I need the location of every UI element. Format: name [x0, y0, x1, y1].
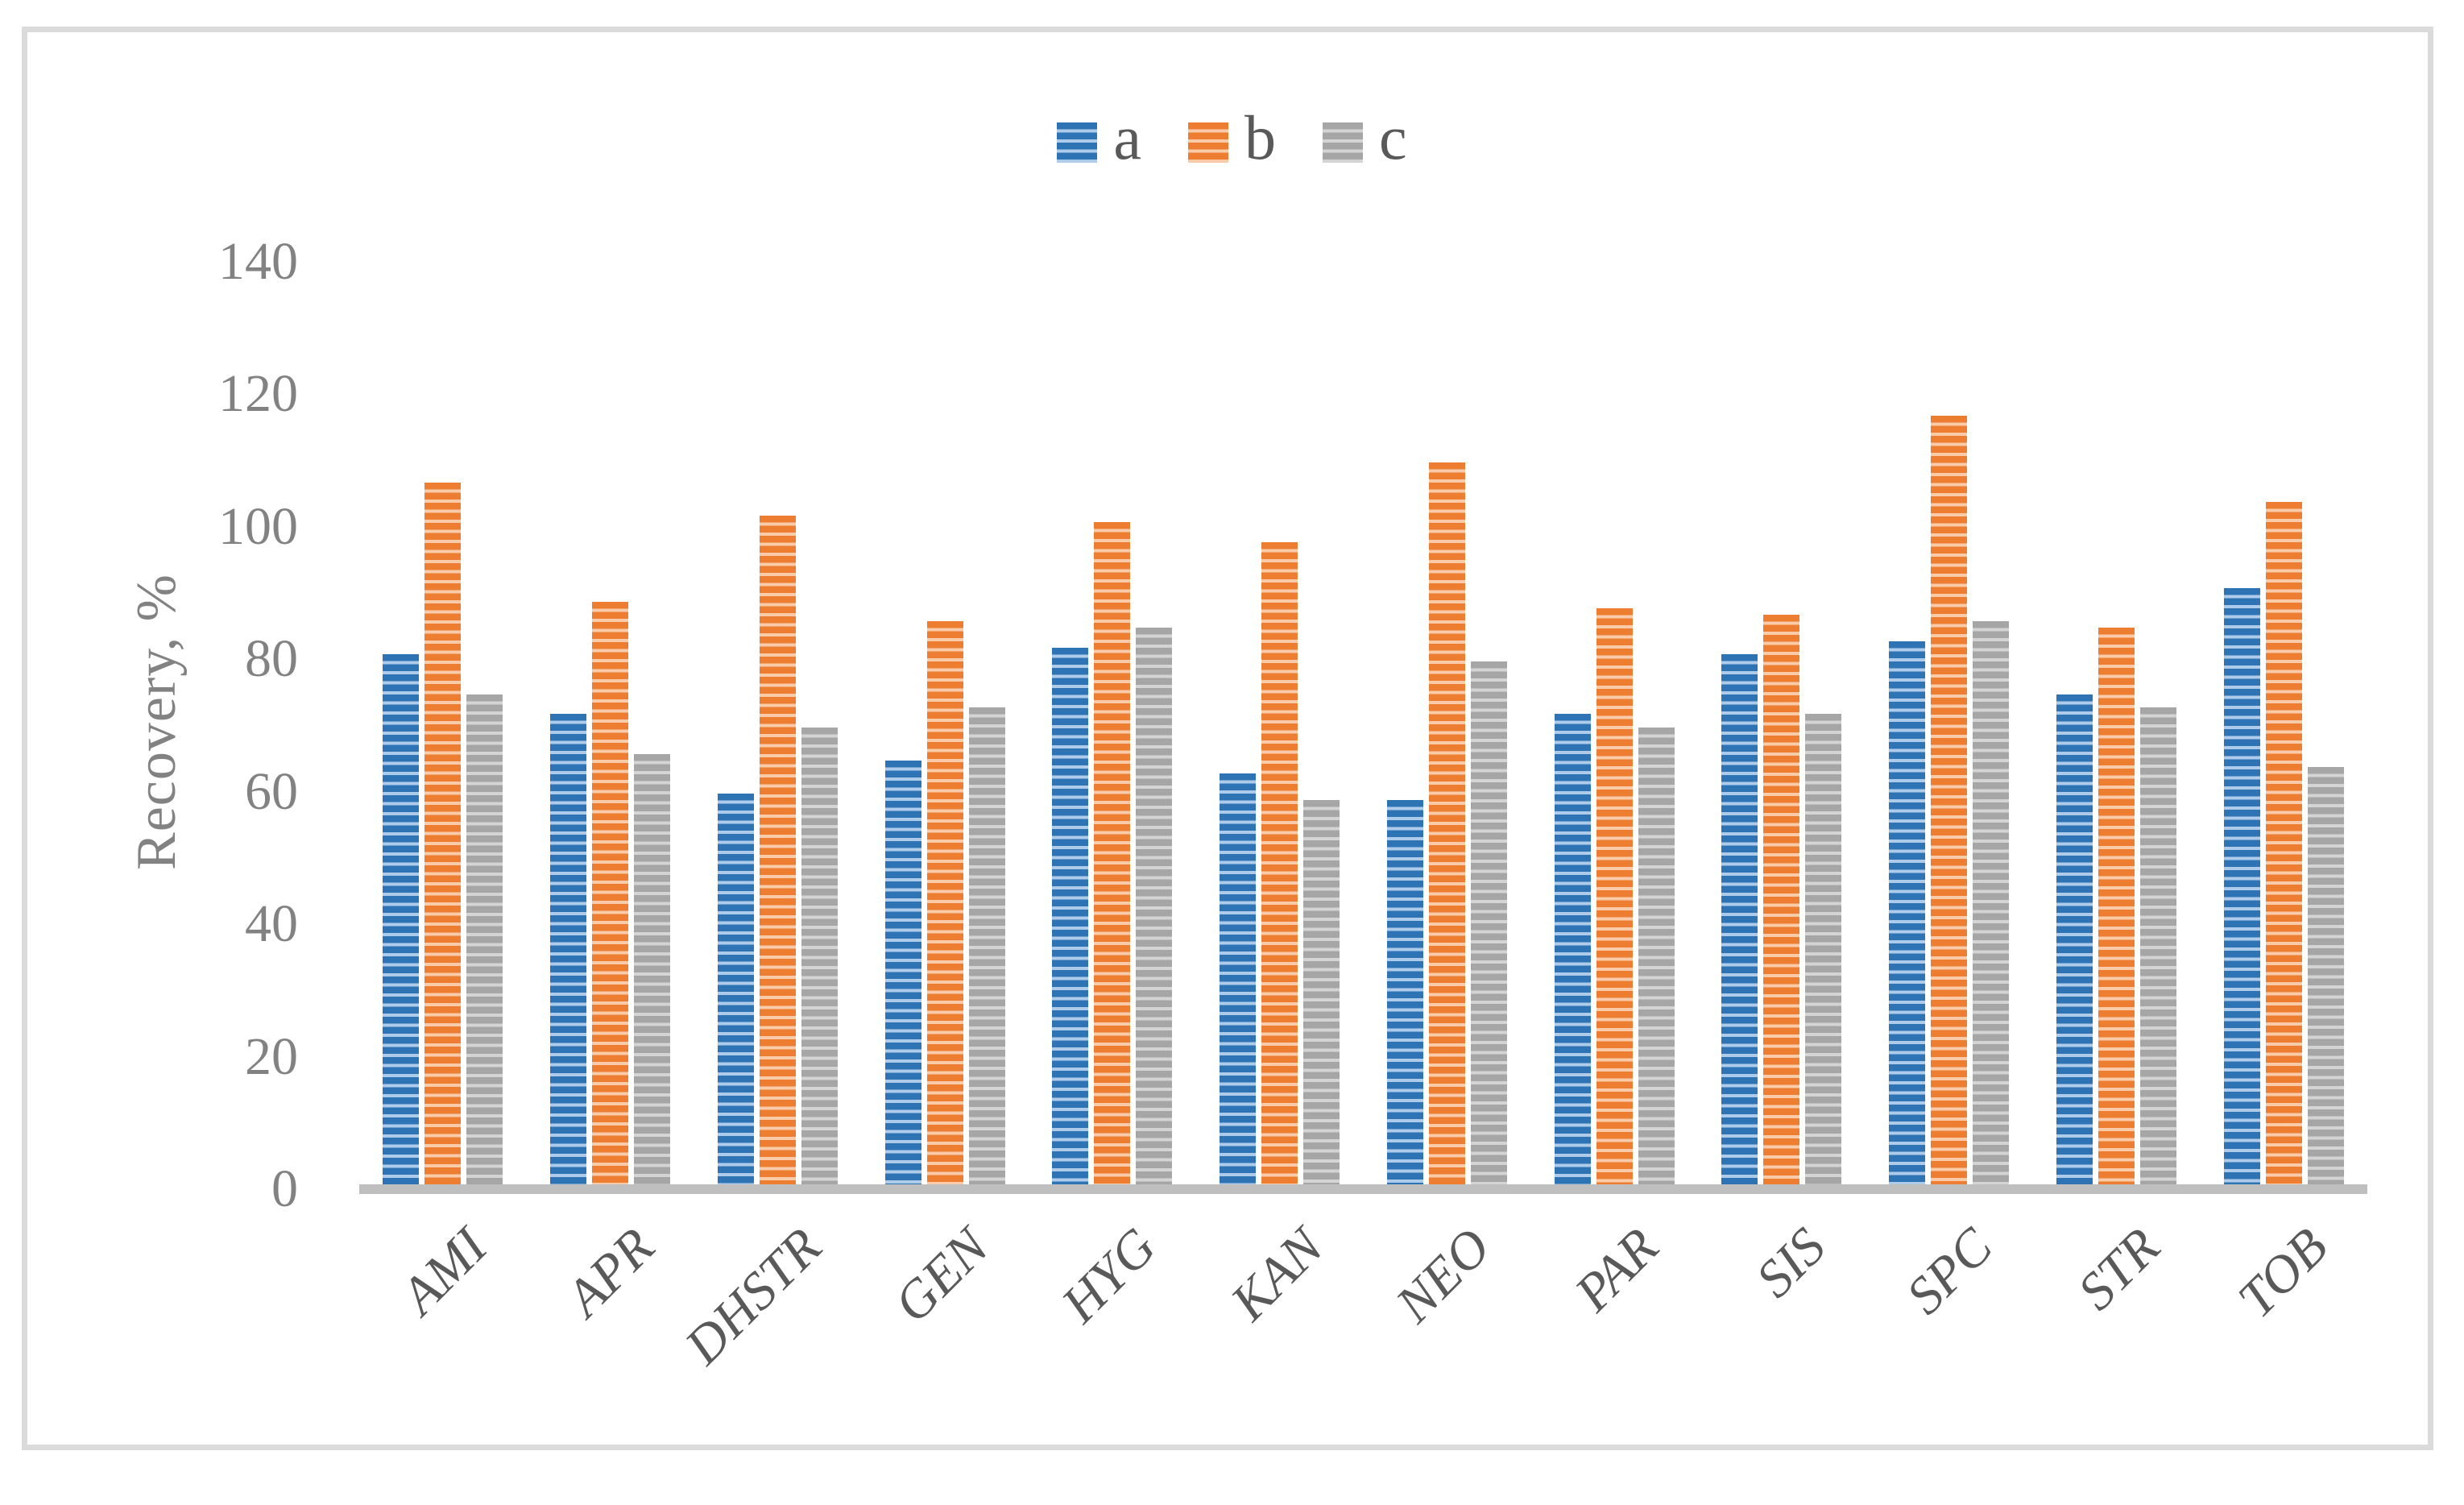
bar-b-TOB: [2266, 502, 2302, 1184]
x-axis-line: [359, 1184, 2367, 1194]
bar-b-NEO: [1429, 462, 1465, 1184]
bar-c-HYG: [1136, 628, 1172, 1184]
bar-a-KAN: [1220, 773, 1256, 1184]
y-tick-label-140: 140: [218, 232, 298, 291]
bar-c-SIS: [1805, 714, 1841, 1184]
bar-c-APR: [634, 754, 670, 1184]
bar-b-APR: [592, 602, 628, 1184]
bar-a-DHSTR: [718, 794, 754, 1184]
y-tick-label-60: 60: [245, 761, 298, 821]
bar-a-STR: [2056, 694, 2093, 1184]
bar-a-SIS: [1721, 654, 1758, 1184]
y-axis-title: Recovery, %: [126, 574, 188, 870]
bar-b-KAN: [1261, 542, 1298, 1184]
legend-item-c: c: [1323, 106, 1407, 174]
legend-label-c: c: [1379, 102, 1407, 172]
y-tick-label-100: 100: [218, 496, 298, 556]
bar-c-SPC: [1973, 621, 2009, 1184]
legend-item-a: a: [1057, 106, 1141, 174]
legend-item-b: b: [1188, 106, 1276, 174]
y-tick-label-80: 80: [245, 629, 298, 689]
legend-swatch-b: [1188, 122, 1228, 163]
bar-a-PAR: [1555, 714, 1591, 1184]
bar-a-GEN: [885, 761, 921, 1184]
bar-a-HYG: [1052, 648, 1088, 1184]
bar-a-NEO: [1387, 800, 1423, 1184]
y-tick-label-20: 20: [245, 1026, 298, 1086]
bar-a-AMI: [383, 654, 419, 1184]
bar-c-STR: [2140, 707, 2176, 1184]
bar-a-SPC: [1889, 641, 1925, 1184]
bar-b-SIS: [1763, 615, 1799, 1184]
bar-c-KAN: [1303, 800, 1340, 1184]
y-tick-label-40: 40: [245, 894, 298, 954]
bar-c-PAR: [1638, 728, 1675, 1184]
bar-a-TOB: [2224, 588, 2260, 1184]
legend: a b c: [0, 106, 2464, 174]
legend-label-a: a: [1113, 102, 1141, 172]
bar-b-GEN: [927, 621, 963, 1184]
y-tick-label-120: 120: [218, 364, 298, 424]
bar-c-TOB: [2308, 767, 2344, 1184]
bar-b-AMI: [424, 483, 461, 1184]
bar-b-STR: [2098, 628, 2135, 1184]
bar-b-DHSTR: [760, 516, 796, 1184]
legend-swatch-c: [1323, 122, 1363, 163]
bar-b-PAR: [1596, 608, 1633, 1184]
bar-c-DHSTR: [801, 728, 838, 1184]
legend-label-b: b: [1244, 102, 1276, 172]
bar-c-AMI: [466, 694, 503, 1184]
bar-c-NEO: [1471, 661, 1507, 1184]
bar-a-APR: [550, 714, 586, 1184]
bar-c-GEN: [969, 707, 1005, 1184]
legend-swatch-a: [1057, 122, 1098, 163]
chart-border: [22, 27, 2433, 1450]
y-tick-label-0: 0: [271, 1159, 298, 1218]
bar-b-HYG: [1094, 522, 1130, 1184]
bar-b-SPC: [1931, 416, 1967, 1184]
